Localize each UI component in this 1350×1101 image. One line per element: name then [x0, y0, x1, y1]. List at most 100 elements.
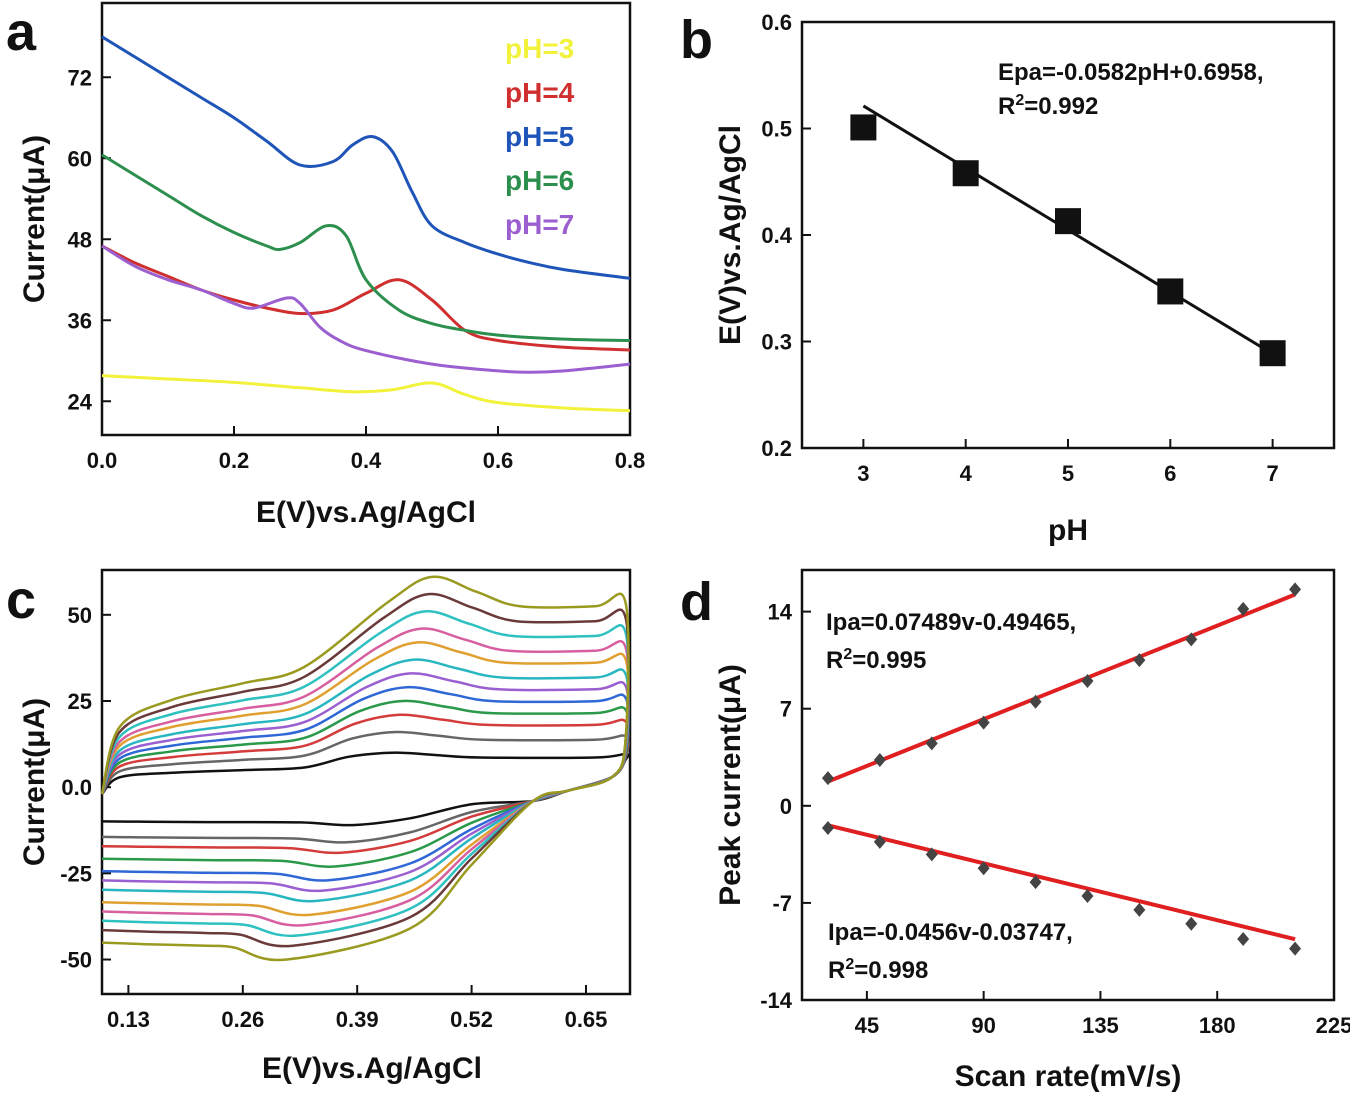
x-tick-label-b: 3	[857, 461, 869, 486]
legend-entry-ph-7: pH=7	[505, 209, 574, 240]
series-line-ph-6	[101, 153, 631, 342]
x-tick-label-c: 0.39	[336, 1007, 379, 1032]
series-line-ph-3	[101, 374, 631, 413]
x-tick-label-a: 0.2	[219, 448, 250, 473]
x-tick-label-d: 45	[855, 1013, 879, 1038]
data-point-cathodic	[1289, 941, 1302, 956]
data-point-b	[952, 160, 979, 187]
data-point-anodic	[873, 753, 886, 768]
data-point-cathodic	[1133, 902, 1146, 917]
data-point-cathodic	[1237, 931, 1250, 946]
data-point-anodic	[1237, 601, 1250, 616]
x-tick-label-c: 0.26	[221, 1007, 264, 1032]
x-tick-label-a: 0.6	[483, 448, 514, 473]
x-tick-label-c: 0.13	[107, 1007, 150, 1032]
x-axis-label-c: E(V)vs.Ag/AgCl	[262, 1052, 482, 1085]
cv-curve	[101, 751, 630, 827]
data-point-anodic	[1029, 694, 1042, 709]
legend-entry-ph-3: pH=3	[505, 33, 574, 64]
data-point-cathodic	[873, 834, 886, 849]
data-point-cathodic	[1185, 916, 1198, 931]
x-axis-label-b: pH	[1048, 514, 1088, 547]
x-tick-label-d: 135	[1082, 1013, 1119, 1038]
data-point-anodic	[1289, 582, 1302, 597]
x-tick-label-b: 5	[1062, 461, 1074, 486]
data-point-cathodic	[1029, 875, 1042, 890]
legend-entry-ph-6: pH=6	[505, 165, 574, 196]
x-tick-label-c: 0.65	[565, 1007, 608, 1032]
y-tick-label-a: 36	[68, 308, 92, 333]
y-tick-label-a: 48	[68, 227, 92, 252]
y-tick-label-c: 25	[68, 689, 92, 714]
x-tick-label-b: 6	[1164, 461, 1176, 486]
data-point-anodic	[821, 771, 834, 786]
data-point-anodic	[925, 736, 938, 751]
legend-a: pH=3 pH=4 pH=5 pH=6 pH=7	[505, 33, 575, 240]
fit-line-cathodic	[827, 823, 1296, 942]
plot-frame-d	[800, 568, 1336, 1002]
x-tick-label-d: 90	[971, 1013, 995, 1038]
r-squared-b: R2=0.992	[998, 92, 1098, 120]
panel-label-b: b	[680, 10, 713, 70]
y-tick-label-a: 72	[68, 65, 92, 90]
series-line-ph-7	[101, 244, 631, 374]
y-tick-label-d: -7	[772, 891, 792, 916]
series-line-ph-5	[101, 35, 631, 280]
data-point-b	[850, 114, 877, 141]
data-point-cathodic	[821, 821, 834, 835]
panel-label-a: a	[6, 2, 37, 62]
y-tick-label-c: -50	[60, 948, 92, 973]
y-tick-label-b: 0.6	[761, 10, 792, 35]
y-tick-label-d: 0	[780, 794, 792, 819]
r-squared-cathodic: R2=0.998	[828, 956, 928, 984]
y-tick-label-a: 24	[68, 389, 93, 414]
x-tick-label-a: 0.4	[351, 448, 382, 473]
y-tick-label-d: -14	[760, 988, 793, 1013]
x-tick-label-b: 4	[960, 461, 973, 486]
y-tick-label-c: 50	[68, 603, 92, 628]
y-axis-label-d: Peak current(μA)	[714, 664, 747, 906]
fit-line-anodic	[827, 592, 1296, 784]
x-tick-label-a: 0.8	[615, 448, 646, 473]
cv-curve	[100, 575, 630, 962]
fit-equation-b: Epa=-0.0582pH+0.6958,	[998, 59, 1264, 86]
data-point-b	[1259, 340, 1286, 367]
plot-frame-c	[100, 568, 632, 996]
panel-d: d 45 90 135 180 225 -14 -7 0 7 14 Ipa=0.07489v-0.…	[680, 568, 1350, 1093]
y-tick-label-c: -25	[60, 861, 92, 886]
data-point-b	[1157, 278, 1184, 305]
cv-curve	[100, 730, 630, 844]
legend-entry-ph-5: pH=5	[505, 121, 574, 152]
x-tick-label-a: 0.0	[87, 448, 118, 473]
fit-equation-anodic: Ipa=0.07489v-0.49465,	[826, 609, 1076, 636]
data-point-cathodic	[977, 861, 990, 876]
fit-equation-cathodic: Ipa=-0.0456v-0.03747,	[828, 919, 1073, 946]
data-point-anodic	[1133, 653, 1146, 668]
y-tick-label-d: 7	[780, 697, 792, 722]
y-tick-label-c: 0.0	[61, 775, 92, 800]
cv-curve	[100, 672, 630, 893]
x-axis-label-a: E(V)vs.Ag/AgCl	[256, 496, 476, 529]
y-tick-label-b: 0.4	[761, 223, 792, 248]
r-squared-anodic: R2=0.995	[826, 646, 926, 674]
data-point-anodic	[1081, 673, 1094, 688]
y-axis-label-c: Current(μA)	[18, 698, 51, 866]
y-tick-label-b: 0.2	[761, 436, 792, 461]
legend-entry-ph-4: pH=4	[505, 77, 575, 108]
x-tick-label-d: 180	[1199, 1013, 1236, 1038]
data-point-cathodic	[925, 847, 938, 862]
panel-label-d: d	[680, 572, 713, 632]
data-point-anodic	[977, 715, 990, 730]
x-tick-label-b: 7	[1266, 461, 1278, 486]
panel-c: c 0.13 0.26 0.39 0.52 0.65 -50 -25 0.0 25 50 E(V)…	[6, 568, 632, 1085]
data-point-b	[1055, 208, 1081, 235]
panel-label-c: c	[6, 570, 36, 630]
y-tick-label-b: 0.5	[761, 117, 792, 142]
y-axis-label-b: E(V)vs.Ag/AgCl	[714, 125, 747, 345]
y-tick-label-a: 60	[68, 146, 92, 171]
data-point-anodic	[1185, 632, 1198, 647]
x-tick-label-c: 0.52	[450, 1007, 493, 1032]
x-tick-label-d: 225	[1316, 1013, 1350, 1038]
series-line-ph-4	[101, 244, 631, 352]
